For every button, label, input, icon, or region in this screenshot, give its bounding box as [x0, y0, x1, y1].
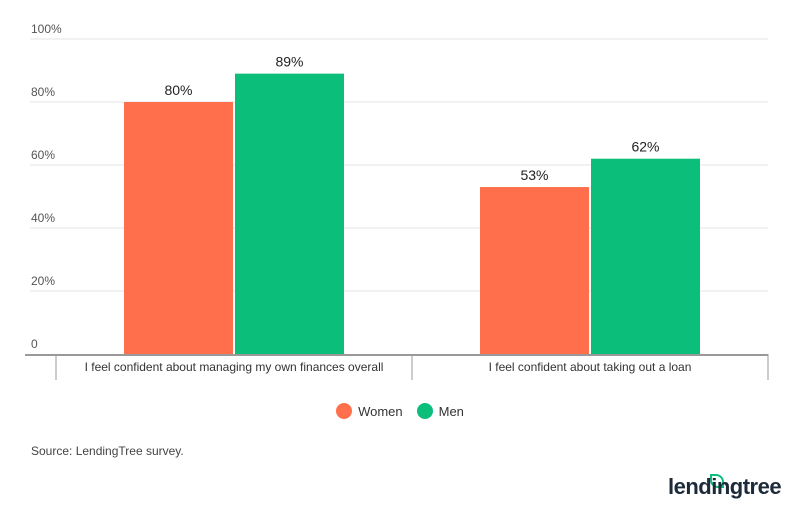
bar-men — [235, 73, 344, 355]
x-category-label: I feel confident about taking out a loan — [489, 360, 692, 374]
data-label: 89% — [275, 54, 303, 70]
bar-chart: 0 20% 40% 60% 80% 100% I feel confident about … — [25, 22, 769, 380]
source-note: Source: LendingTree survey. — [31, 444, 184, 458]
bar-women — [480, 187, 589, 354]
y-tick-label: 80% — [31, 85, 55, 99]
legend-swatch-women — [336, 403, 353, 419]
x-category-label: I feel confident about managing my own f… — [85, 360, 384, 374]
lendingtree-logo: lendingtree — [668, 474, 782, 499]
legend-label-women: Women — [358, 403, 403, 419]
y-tick-label: 100% — [31, 22, 62, 36]
legend-item-women[interactable]: Women — [336, 403, 403, 419]
leaf-icon — [710, 474, 724, 488]
data-label: 53% — [520, 167, 548, 183]
legend-swatch-men — [416, 403, 433, 419]
y-tick-label: 0 — [31, 337, 38, 351]
y-tick-label: 60% — [31, 148, 55, 162]
y-tick-label: 20% — [31, 274, 55, 288]
bar-women — [124, 102, 233, 354]
legend-label-men: Men — [438, 403, 464, 419]
data-label: 62% — [631, 139, 659, 155]
legend: Women Men — [0, 403, 800, 419]
y-tick-label: 40% — [31, 211, 55, 225]
bar-men — [591, 158, 700, 354]
legend-item-men[interactable]: Men — [416, 403, 464, 419]
data-label: 80% — [164, 82, 192, 98]
